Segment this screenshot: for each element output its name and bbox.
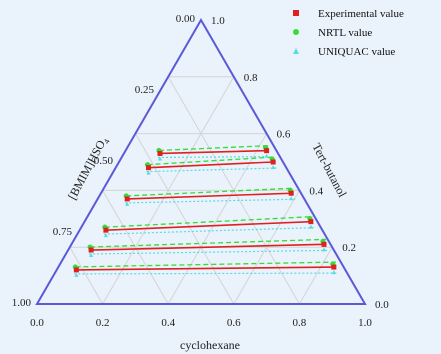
left-axis-label-subscript: 4: [102, 138, 112, 146]
uniquac-tie-line: [89, 249, 329, 255]
bottom-axis-ticks: 0.0 0.2 0.4 0.6 0.8 1.0: [30, 317, 372, 329]
legend-label: NRTL value: [318, 27, 372, 39]
legend-marker-triangle: [293, 48, 299, 54]
legend-label: UNIQUAC value: [318, 46, 395, 58]
right-tick-label: 0.0: [375, 299, 389, 311]
experimental-point: [288, 190, 294, 196]
grid-line: [102, 190, 169, 305]
uniquac-tie-line: [157, 156, 271, 159]
experimental-tie-line: [105, 220, 311, 231]
left-axis-label: [BMIM]HSO4: [65, 134, 112, 203]
triangle-frame: [35, 18, 367, 305]
left-tick-label: 1.00: [12, 297, 32, 309]
grid-line: [69, 246, 104, 305]
uniquac-point: [103, 233, 108, 238]
grid-line: [167, 133, 268, 305]
uniquac-point: [264, 153, 269, 158]
experimental-point: [270, 159, 276, 165]
left-tick-label: 0.75: [53, 226, 73, 238]
bottom-tick-label: 0.0: [30, 317, 44, 329]
uniquac-point: [146, 170, 151, 175]
experimental-tie-line: [148, 161, 274, 169]
right-tick-label: 0.4: [309, 185, 323, 197]
experimental-tie-line: [91, 243, 325, 251]
uniquac-point: [308, 224, 313, 229]
nrtl-tie-line: [126, 187, 294, 197]
experimental-point: [124, 196, 130, 202]
nrtl-tie-line: [75, 261, 336, 268]
uniquac-tie-line: [74, 272, 338, 275]
experimental-point: [321, 241, 327, 247]
nrtl-tie-line: [158, 144, 269, 152]
experimental-point: [157, 150, 163, 156]
right-tick-label: 0.8: [244, 72, 258, 84]
nrtl-tie-line: [90, 238, 327, 248]
uniquac-point: [125, 201, 130, 206]
uniquac-tie-line: [125, 198, 296, 204]
bottom-tick-label: 0.2: [96, 317, 110, 329]
experimental-tie-line: [76, 266, 334, 271]
experimental-point: [264, 148, 270, 154]
uniquac-tie-line: [146, 167, 278, 173]
right-tick-label: 0.2: [342, 242, 356, 254]
grid-line: [134, 133, 235, 305]
bottom-tick-label: 1.0: [358, 317, 372, 329]
experimental-point: [103, 227, 109, 233]
experimental-point: [88, 247, 94, 253]
experimental-point: [331, 264, 337, 270]
uniquac-point: [289, 196, 294, 201]
left-tick-label: 0.00: [176, 13, 196, 25]
experimental-tie-line: [127, 192, 292, 200]
uniquac-point: [89, 253, 94, 258]
bottom-tick-label: 0.6: [227, 317, 241, 329]
right-tick-label: 0.6: [277, 129, 291, 141]
grid-line: [298, 246, 333, 305]
tie-lines: [72, 144, 338, 277]
bottom-tick-label: 0.4: [161, 317, 175, 329]
uniquac-point: [74, 272, 79, 277]
bottom-axis-label: cyclohexane: [180, 338, 240, 352]
uniquac-tie-line: [103, 227, 315, 235]
legend-marker-square: [293, 10, 299, 16]
uniquac-point: [271, 165, 276, 169]
left-tick-label: 0.50: [94, 155, 114, 167]
experimental-tie-line: [159, 149, 267, 155]
grid-line: [233, 190, 300, 305]
nrtl-tie-line: [104, 215, 313, 228]
bottom-tick-label: 0.8: [293, 317, 307, 329]
left-tick-label: 0.25: [135, 84, 155, 96]
nrtl-tie-line: [147, 156, 276, 166]
uniquac-point: [331, 270, 336, 275]
experimental-point: [308, 219, 314, 225]
left-axis-ticks: 1.00 0.75 0.50 0.25 0.00: [12, 13, 196, 309]
experimental-point: [146, 165, 152, 171]
right-axis-ticks: 0.0 0.2 0.4 0.6 0.8 1.0: [211, 15, 389, 311]
legend-marker-circle: [293, 29, 299, 35]
uniquac-point: [158, 156, 162, 161]
legend-label: Experimental value: [318, 8, 404, 20]
experimental-point: [73, 267, 79, 273]
right-tick-label: 1.0: [211, 15, 225, 27]
legend: Experimental value NRTL value UNIQUAC valu…: [293, 8, 404, 58]
uniquac-point: [322, 247, 326, 252]
